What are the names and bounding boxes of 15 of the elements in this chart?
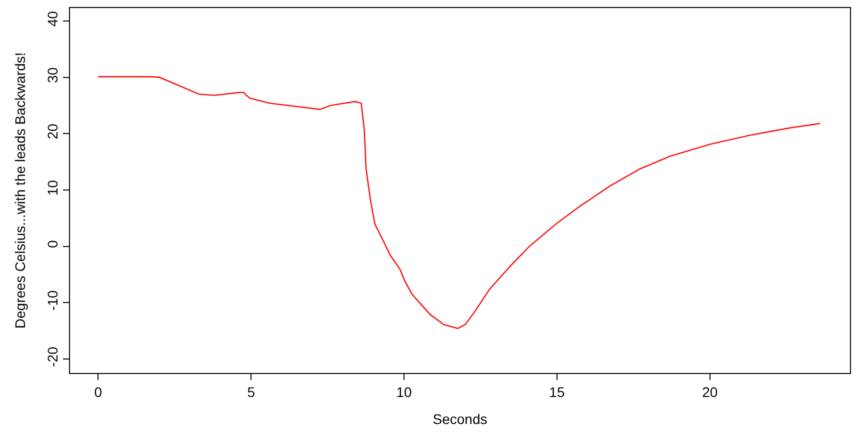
y-tick-label: 0 (44, 240, 60, 248)
x-tick-label: 5 (247, 384, 256, 400)
x-tick-label: 15 (549, 384, 565, 400)
x-tick-label: 10 (396, 384, 412, 400)
x-axis-title: Seconds (432, 411, 488, 428)
line-series (98, 76, 821, 330)
y-tick-label: 20 (44, 124, 60, 140)
y-tick-label: 30 (44, 67, 60, 83)
y-tick-label: -20 (44, 346, 60, 367)
y-axis-title: Degrees Celsius...with the leads Backwards! (12, 52, 28, 329)
y-tick-label: 40 (44, 10, 60, 27)
y-tick-label: 10 (44, 180, 60, 196)
x-tick-label: 20 (702, 384, 718, 400)
y-tick-label: -10 (44, 290, 60, 311)
x-tick-label: 0 (94, 384, 102, 400)
